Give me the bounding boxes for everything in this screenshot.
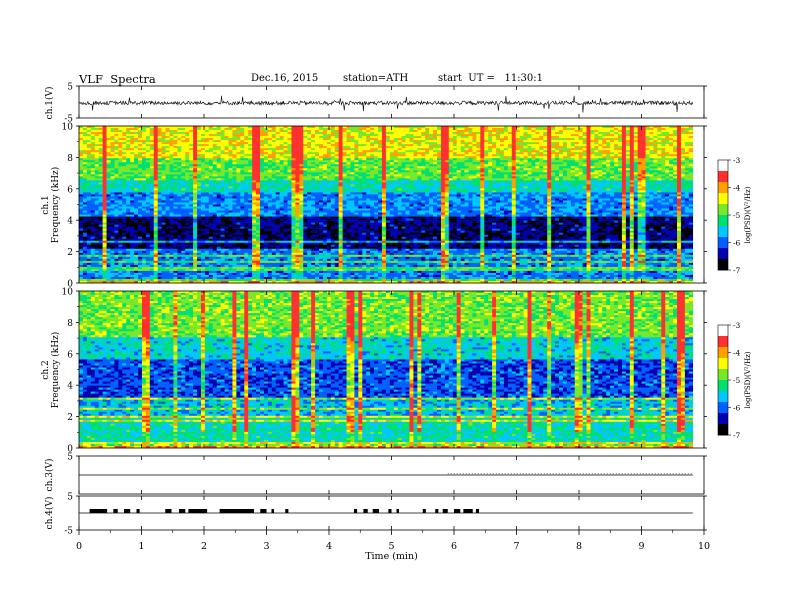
y-tick-label: 2 <box>67 248 73 258</box>
ch4-pulse <box>271 509 274 513</box>
x-tick-label: 9 <box>638 541 644 552</box>
x-tick-label: 5 <box>388 541 394 552</box>
x-tick-label: 10 <box>698 541 710 552</box>
colorbar-tick-label: -3 <box>733 321 741 330</box>
colorbar-tick-label: -7 <box>733 431 741 440</box>
x-tick-label: 2 <box>201 541 207 552</box>
ch4-pulse <box>422 509 426 513</box>
y-axis-label: ch.4(V) <box>44 497 55 530</box>
y-tick-label: 2 <box>67 413 73 423</box>
y-tick-label: -5 <box>64 527 73 537</box>
ch4-pulse <box>124 509 131 513</box>
colorbar-label: log(PSD)(V²/Hz) <box>744 351 752 408</box>
ch4-pulse <box>442 509 448 513</box>
y-axis-label-frequency: Frequency (kHz) <box>50 332 61 409</box>
station-label: station=ATH <box>343 73 409 84</box>
colorbar-tick-label: -3 <box>733 156 741 165</box>
ch4-pulse <box>136 509 140 513</box>
y-tick-label: 5 <box>67 453 73 463</box>
ch4-pulse <box>113 509 118 513</box>
x-axis-label: Time (min) <box>365 551 418 562</box>
ch4-pulse <box>179 509 186 513</box>
x-tick-label: 0 <box>76 541 82 552</box>
ch4-pulse <box>260 509 267 513</box>
ch1-waveform <box>78 95 694 113</box>
colorbar-tick-label: -5 <box>733 211 741 220</box>
colorbar-tick-label: -4 <box>733 349 741 358</box>
y-axis-label: ch.2 <box>41 360 51 379</box>
spectrogram-ch2 <box>79 291 694 449</box>
x-tick-label: 6 <box>451 541 457 552</box>
ch4-pulse <box>388 509 392 513</box>
colorbar-tick-label: -6 <box>733 404 741 413</box>
ch4-pulse <box>354 509 358 513</box>
y-tick-label: -5 <box>64 115 73 125</box>
ch4-pulse <box>188 509 208 513</box>
y-axis-label-frequency: Frequency (kHz) <box>50 167 61 244</box>
ch4-pulse <box>363 509 368 513</box>
y-tick-label: 10 <box>62 288 74 298</box>
ch4-pulse <box>89 509 108 513</box>
ch4-pulse <box>454 509 461 513</box>
ch4-pulse <box>285 509 289 513</box>
y-tick-label: 4 <box>67 382 73 392</box>
colorbar-label: log(PSD)(V²/Hz) <box>744 186 752 243</box>
y-tick-label: 6 <box>67 350 73 360</box>
ch4-pulse <box>475 509 479 513</box>
y-tick-label: 5 <box>67 83 73 93</box>
ch4-pulse <box>372 509 379 513</box>
ch4-pulse <box>463 509 473 513</box>
x-tick-label: 4 <box>326 541 332 552</box>
colorbar-tick-label: -6 <box>733 239 741 248</box>
y-axis-label: ch.1(V) <box>44 87 55 120</box>
y-tick-label: 8 <box>67 319 73 329</box>
date-label: Dec.16, 2015 <box>251 73 319 84</box>
chart-title: VLF Spectra <box>79 72 156 86</box>
y-tick-label: 0 <box>67 280 73 290</box>
start-time-label: start UT = 11:30:1 <box>438 73 544 84</box>
colorbar-tick-label: -4 <box>733 184 741 193</box>
y-axis-label: ch.1 <box>41 195 51 214</box>
colorbar-tick-label: -5 <box>733 376 741 385</box>
ch4-pulse <box>435 509 439 513</box>
colorbar-ch1: -3 -4 -5 -6 -7 log(PSD)(V²/Hz) <box>717 156 752 275</box>
y-tick-label: 6 <box>67 185 73 195</box>
ch4-pulse <box>396 509 399 513</box>
x-tick-label: 3 <box>263 541 269 552</box>
spectrogram-ch1 <box>79 126 694 284</box>
y-tick-label: 10 <box>62 123 74 133</box>
y-tick-label: 0 <box>67 445 73 455</box>
y-axis-label: ch.3(V) <box>44 459 55 492</box>
colorbar-tick-label: -7 <box>733 266 741 275</box>
x-tick-label: 8 <box>576 541 582 552</box>
ch4-pulse <box>165 509 172 513</box>
ch4-pulse <box>219 509 254 513</box>
y-tick-label: 4 <box>67 217 73 227</box>
y-tick-label: 5 <box>67 493 73 503</box>
x-tick-label: 1 <box>138 541 144 552</box>
colorbar-ch2: -3 -4 -5 -6 -7 log(PSD)(V²/Hz) <box>717 321 752 440</box>
y-tick-label: 8 <box>67 154 73 164</box>
x-tick-label: 7 <box>513 541 519 552</box>
